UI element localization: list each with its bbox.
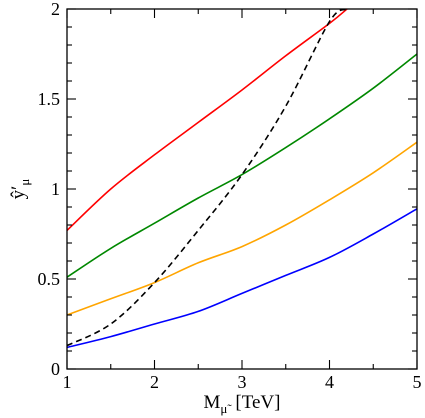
x-axis-label-main: M — [204, 392, 221, 413]
x-tick-label: 5 — [413, 372, 422, 392]
orange-curve — [66, 141, 418, 316]
y-tick-label: 1.5 — [38, 89, 61, 109]
x-tick-label: 1 — [63, 372, 72, 392]
y-tick-label: 1 — [51, 179, 60, 199]
plot-frame — [66, 8, 418, 370]
tick-labels-layer: 1 2 3 4 5 0 0.5 1 1.5 2 — [38, 0, 422, 392]
y-tick-label: 0.5 — [38, 269, 61, 289]
x-axis-label-unit: [TeV] — [235, 392, 280, 413]
x-tick-label: 2 — [150, 372, 159, 392]
ticks-layer — [66, 8, 418, 370]
y-axis-label-main: ŷ′ — [8, 186, 29, 200]
y-axis-label: ŷ′μ — [8, 179, 32, 200]
curves-layer — [66, 8, 418, 349]
x-axis-label-sub: μ̃ — [220, 401, 232, 416]
x-tick-label: 4 — [325, 372, 334, 392]
red-curve — [66, 8, 348, 231]
x-axis-label: Mμ̃ [TeV] — [204, 392, 281, 416]
y-tick-label: 2 — [51, 0, 60, 19]
black-dashed-curve — [66, 8, 348, 347]
y-axis-label-sub: μ — [17, 179, 32, 186]
blue-curve — [66, 208, 418, 349]
y-tick-label: 0 — [51, 359, 60, 379]
x-tick-label: 3 — [238, 372, 247, 392]
green-curve — [66, 53, 418, 278]
